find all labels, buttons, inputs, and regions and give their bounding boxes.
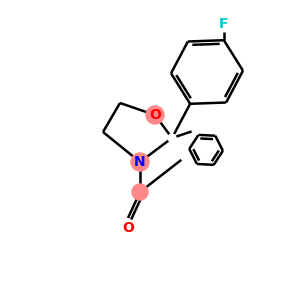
- Circle shape: [181, 153, 189, 161]
- Text: N: N: [134, 155, 146, 169]
- Circle shape: [146, 106, 164, 124]
- Circle shape: [168, 134, 176, 142]
- Text: O: O: [122, 221, 134, 235]
- Text: F: F: [219, 17, 229, 31]
- Circle shape: [192, 126, 200, 134]
- Text: O: O: [149, 108, 161, 122]
- Circle shape: [131, 153, 149, 171]
- Circle shape: [132, 184, 148, 200]
